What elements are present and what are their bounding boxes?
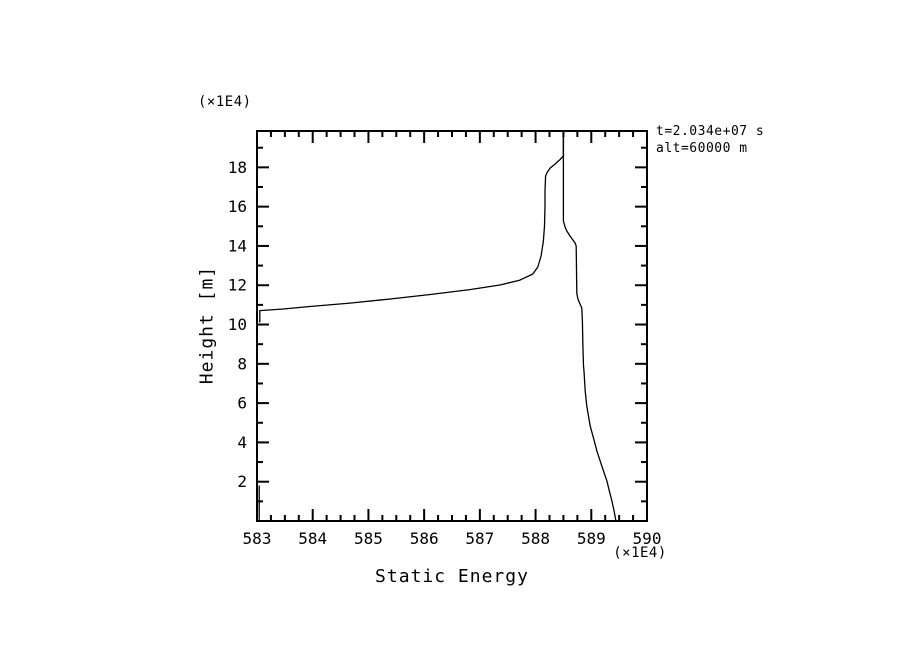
y-tick-label: 2 [237, 472, 247, 491]
y-axis-unit-multiplier: (×1E4) [198, 94, 252, 110]
data-series [258, 130, 617, 522]
x-tick-label: 585 [354, 529, 383, 548]
x-tick-label: 589 [577, 529, 606, 548]
annotation-altitude: alt=60000 m [656, 141, 748, 156]
x-axis-unit-multiplier: (×1E4) [613, 545, 667, 561]
x-tick-label: 588 [521, 529, 550, 548]
y-tick-label: 6 [237, 394, 247, 413]
x-axis-title: Static Energy [375, 566, 529, 587]
profile-upper-branch [259, 130, 565, 323]
y-tick-label: 4 [237, 433, 247, 452]
x-tick-label: 584 [298, 529, 327, 548]
axis-tick-labels: 583 584 585 586 587 588 589 590 2 4 6 8 10 12 14 16 18 [228, 158, 662, 548]
profile-right-branch [562, 130, 617, 522]
annotation-time: t=2.034e+07 s [656, 124, 765, 139]
x-tick-label: 586 [410, 529, 439, 548]
y-tick-label: 10 [228, 315, 247, 334]
y-tick-label: 14 [228, 236, 247, 255]
y-tick-label: 8 [237, 354, 247, 373]
x-tick-label: 583 [243, 529, 272, 548]
plot-border [256, 130, 648, 522]
y-tick-label: 18 [228, 158, 247, 177]
x-tick-label: 587 [465, 529, 494, 548]
y-tick-label: 12 [228, 276, 247, 295]
y-axis-title: Height [m] [196, 265, 218, 385]
y-tick-label: 16 [228, 197, 247, 216]
x-tick-label: 590 [633, 529, 662, 548]
axis-ticks [256, 131, 648, 521]
